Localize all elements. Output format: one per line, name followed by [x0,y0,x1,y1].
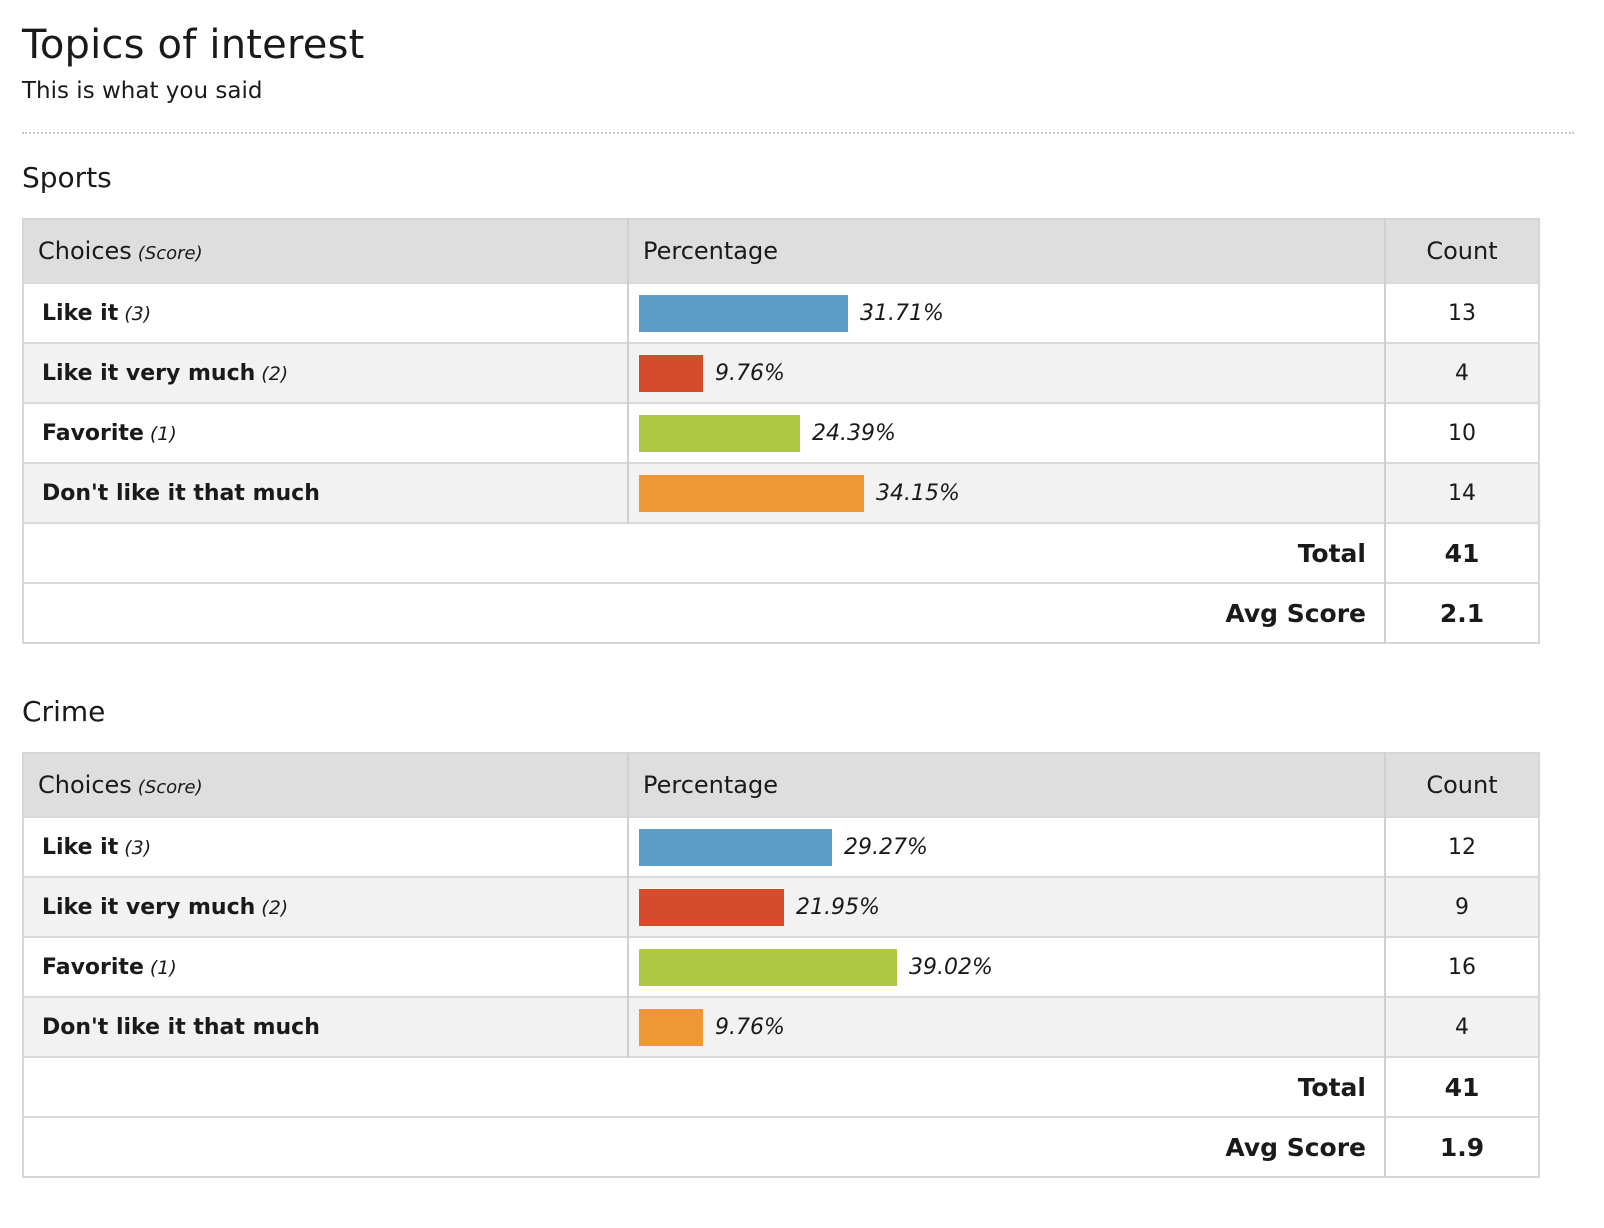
choice-cell: Like it very much (2) [23,342,629,403]
header-choices: Choices (Score) [23,219,629,283]
page-subtitle: This is what you said [22,78,263,104]
choice-cell: Like it (3) [23,282,629,343]
table-row: Favorite (1) 24.39% 10 [23,402,1539,463]
header-choices-label: Choices [38,237,132,265]
avg-score-value: 1.9 [1385,1116,1539,1177]
table-row: Don't like it that much 9.76% 4 [23,996,1539,1057]
table-row: Don't like it that much 34.15% 14 [23,462,1539,523]
choice-label: Like it [42,834,119,860]
avg-score-row: Avg Score 2.1 [23,582,1539,643]
choice-label: Favorite [42,420,144,446]
choice-label: Like it very much [42,360,256,386]
section-title-crime: Crime [22,695,106,728]
table-header-row: Choices (Score) Percentage Count [23,753,1539,817]
percentage-bar [639,354,703,392]
total-label: Total [23,1056,1386,1117]
count-cell: 12 [1385,816,1539,877]
avg-score-label: Avg Score [23,1116,1386,1177]
count-cell: 4 [1385,996,1539,1057]
header-count: Count [1385,219,1539,283]
avg-score-label: Avg Score [23,582,1386,643]
percentage-label: 9.76% [715,360,785,386]
percentage-bar [639,474,864,512]
choice-label: Like it [42,300,119,326]
percentage-label: 39.02% [909,954,993,980]
header-percentage: Percentage [628,219,1386,283]
header-score-hint: (Score) [137,243,203,264]
table-row: Like it (3) 31.71% 13 [23,282,1539,343]
header-percentage: Percentage [628,753,1386,817]
choice-score: (1) [149,956,177,979]
choice-label: Like it very much [42,894,256,920]
choice-score: (3) [124,836,152,859]
page-title: Topics of interest [22,22,365,68]
count-cell: 14 [1385,462,1539,523]
results-table-sports: Choices (Score) Percentage Count Like it(… [22,218,1540,644]
total-row: Total 41 [23,522,1539,583]
choice-cell: Don't like it that much [23,462,629,523]
table-row: Favorite (1) 39.02% 16 [23,936,1539,997]
table-row: Like it very much (2) 9.76% 4 [23,342,1539,403]
count-cell: 10 [1385,402,1539,463]
choice-score: (2) [261,896,289,919]
percentage-cell: 21.95% [628,876,1386,937]
results-table-crime: Choices (Score) Percentage Count Like it(… [22,752,1540,1178]
count-cell: 13 [1385,282,1539,343]
percentage-bar [639,414,800,452]
table-row: Like it (3) 29.27% 12 [23,816,1539,877]
percentage-cell: 24.39% [628,402,1386,463]
percentage-bar [639,948,897,986]
choice-cell: Like it (3) [23,816,629,877]
count-cell: 9 [1385,876,1539,937]
total-label: Total [23,522,1386,583]
section-title-sports: Sports [22,161,112,194]
choice-label: Favorite [42,954,144,980]
avg-score-row: Avg Score 1.9 [23,1116,1539,1177]
percentage-label: 34.15% [876,480,960,506]
choice-label: Don't like it that much [42,480,320,506]
percentage-cell: 31.71% [628,282,1386,343]
percentage-cell: 9.76% [628,342,1386,403]
dotted-divider [22,132,1574,134]
count-cell: 16 [1385,936,1539,997]
percentage-cell: 29.27% [628,816,1386,877]
choice-score: (2) [261,362,289,385]
percentage-cell: 39.02% [628,936,1386,997]
total-value: 41 [1385,1056,1539,1117]
percentage-cell: 9.76% [628,996,1386,1057]
percentage-label: 24.39% [812,420,896,446]
total-value: 41 [1385,522,1539,583]
total-row: Total 41 [23,1056,1539,1117]
choice-cell: Don't like it that much [23,996,629,1057]
table-row: Like it very much (2) 21.95% 9 [23,876,1539,937]
percentage-bar [639,888,784,926]
choice-cell: Like it very much (2) [23,876,629,937]
percentage-bar [639,1008,703,1046]
avg-score-value: 2.1 [1385,582,1539,643]
results-page: Topics of interest This is what you said… [22,22,1574,1178]
header-count: Count [1385,753,1539,817]
choice-score: (3) [124,302,152,325]
table-header-row: Choices (Score) Percentage Count [23,219,1539,283]
count-cell: 4 [1385,342,1539,403]
percentage-label: 9.76% [715,1014,785,1040]
choice-cell: Favorite (1) [23,402,629,463]
percentage-cell: 34.15% [628,462,1386,523]
percentage-bar [639,294,848,332]
choice-score: (1) [149,422,177,445]
percentage-label: 21.95% [796,894,880,920]
percentage-bar [639,828,832,866]
choice-label: Don't like it that much [42,1014,320,1040]
choice-cell: Favorite (1) [23,936,629,997]
percentage-label: 29.27% [844,834,928,860]
header-score-hint: (Score) [137,777,203,798]
header-choices-label: Choices [38,771,132,799]
header-choices: Choices (Score) [23,753,629,817]
percentage-label: 31.71% [860,300,944,326]
